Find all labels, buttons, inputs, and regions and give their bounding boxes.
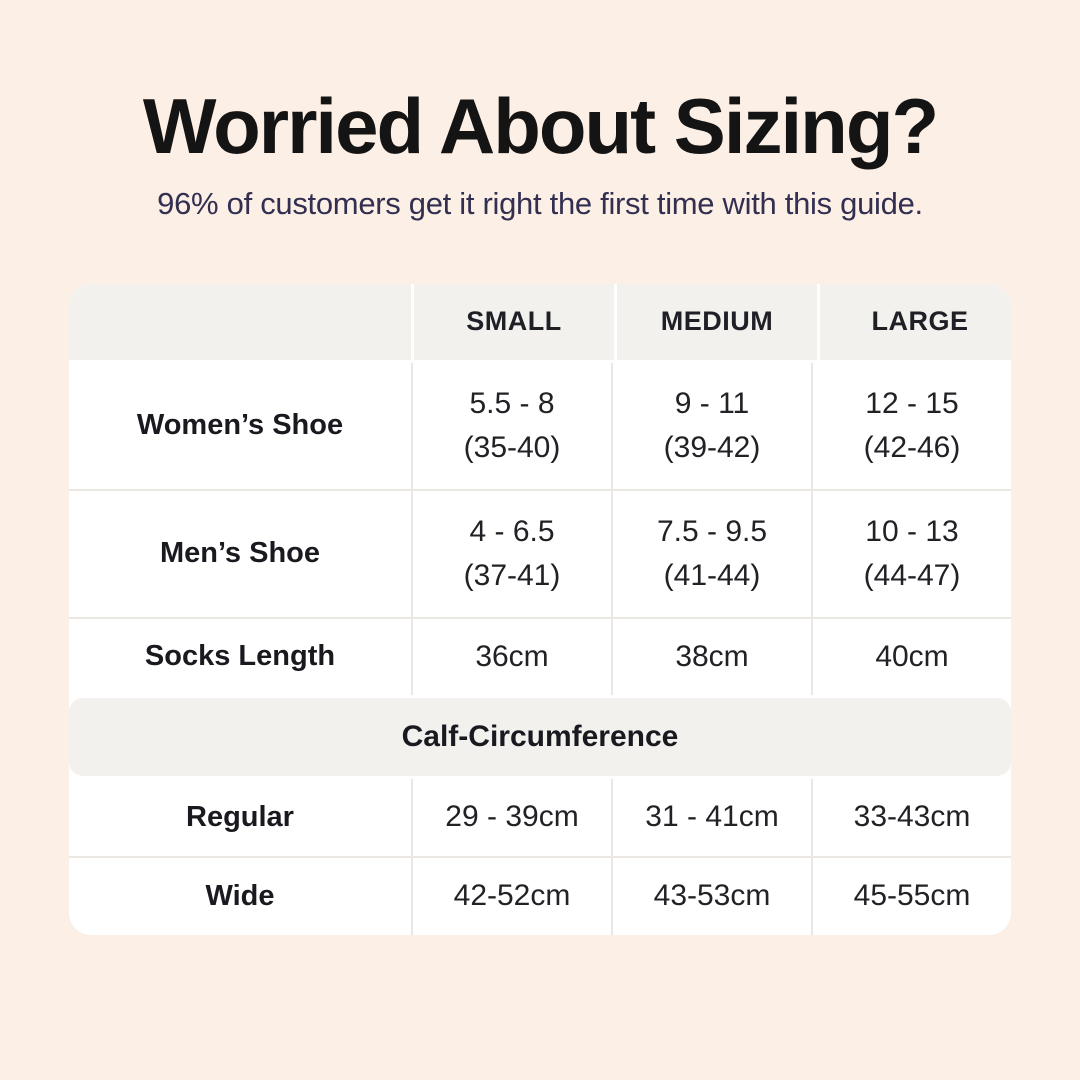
cell-line: 29 - 39cm: [445, 800, 579, 834]
cell-womens-medium: 9 - 11 (39-42): [611, 362, 811, 489]
size-chart-table: SMALL MEDIUM LARGE Women’s Shoe 5.5 - 8 …: [69, 283, 1011, 935]
header-cell-medium: MEDIUM: [617, 283, 817, 360]
header-cell-empty: [69, 283, 411, 360]
cell-line: (35-40): [463, 430, 561, 464]
cell-womens-large: 12 - 15 (42-46): [811, 362, 1011, 489]
cell-line: 45-55cm: [853, 879, 971, 913]
cell-line: 5.5 - 8: [469, 386, 555, 420]
section-title: Calf-Circumference: [401, 719, 679, 753]
cell-wide-small: 42-52cm: [411, 857, 611, 935]
table-row-mens-shoe: Men’s Shoe 4 - 6.5 (37-41) 7.5 - 9.5 (41…: [69, 488, 1011, 617]
cell-line: 33-43cm: [853, 800, 971, 834]
row-label: Regular: [186, 800, 294, 833]
page-title: Worried About Sizing?: [142, 82, 939, 170]
row-label: Wide: [205, 879, 275, 912]
cell-line: 4 - 6.5: [469, 514, 555, 548]
row-label: Women’s Shoe: [136, 409, 344, 442]
table-row-regular: Regular 29 - 39cm 31 - 41cm 33-43cm: [69, 778, 1011, 856]
row-label: Socks Length: [144, 640, 336, 673]
header-cell-large: LARGE: [820, 283, 1011, 360]
cell-line: 38cm: [675, 639, 749, 673]
page-subtitle: 96% of customers get it right the first …: [157, 185, 923, 221]
cell-mens-small: 4 - 6.5 (37-41): [411, 490, 611, 617]
row-label: Men’s Shoe: [159, 537, 321, 570]
cell-line: 31 - 41cm: [645, 800, 779, 834]
cell-line: (39-42): [663, 430, 761, 464]
cell-socks-medium: 38cm: [611, 618, 811, 695]
cell-regular-small: 29 - 39cm: [411, 778, 611, 856]
header-cell-small: SMALL: [414, 283, 614, 360]
cell-mens-large: 10 - 13 (44-47): [811, 490, 1011, 617]
table-row-socks-length: Socks Length 36cm 38cm 40cm: [69, 616, 1011, 695]
cell-wide-large: 45-55cm: [811, 857, 1011, 935]
cell-line: 7.5 - 9.5: [656, 514, 768, 548]
cell-womens-small: 5.5 - 8 (35-40): [411, 362, 611, 489]
cell-line: (44-47): [863, 558, 961, 592]
cell-regular-medium: 31 - 41cm: [611, 778, 811, 856]
table-row-wide: Wide 42-52cm 43-53cm 45-55cm: [69, 855, 1011, 935]
cell-line: (37-41): [463, 558, 561, 592]
cell-line: (42-46): [863, 430, 961, 464]
cell-line: 10 - 13: [865, 514, 959, 548]
cell-line: (41-44): [663, 558, 761, 592]
cell-line: 40cm: [875, 639, 949, 673]
cell-wide-medium: 43-53cm: [611, 857, 811, 935]
cell-regular-large: 33-43cm: [811, 778, 1011, 856]
cell-line: 36cm: [475, 639, 549, 673]
table-row-womens-shoe: Women’s Shoe 5.5 - 8 (35-40) 9 - 11 (39-…: [69, 362, 1011, 489]
cell-line: 12 - 15: [865, 386, 959, 420]
cell-line: 43-53cm: [653, 879, 771, 913]
cell-line: 42-52cm: [453, 879, 571, 913]
cell-socks-small: 36cm: [411, 618, 611, 695]
cell-socks-large: 40cm: [811, 618, 1011, 695]
cell-mens-medium: 7.5 - 9.5 (41-44): [611, 490, 811, 617]
table-header-row: SMALL MEDIUM LARGE: [69, 283, 1011, 360]
cell-line: 9 - 11: [674, 386, 750, 420]
section-header-calf-circumference: Calf-Circumference: [69, 697, 1011, 776]
